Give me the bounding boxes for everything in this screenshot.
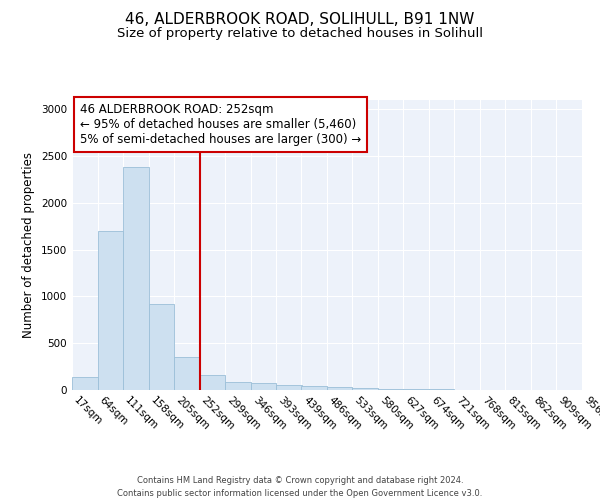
- Text: 46 ALDERBROOK ROAD: 252sqm
← 95% of detached houses are smaller (5,460)
5% of se: 46 ALDERBROOK ROAD: 252sqm ← 95% of deta…: [80, 103, 361, 146]
- Bar: [123, 168, 149, 390]
- Bar: [200, 375, 225, 390]
- Bar: [174, 358, 200, 390]
- Bar: [301, 386, 327, 390]
- Bar: [149, 304, 174, 390]
- Text: Size of property relative to detached houses in Solihull: Size of property relative to detached ho…: [117, 28, 483, 40]
- Text: Contains HM Land Registry data © Crown copyright and database right 2024.
Contai: Contains HM Land Registry data © Crown c…: [118, 476, 482, 498]
- Bar: [225, 382, 251, 390]
- Text: 46, ALDERBROOK ROAD, SOLIHULL, B91 1NW: 46, ALDERBROOK ROAD, SOLIHULL, B91 1NW: [125, 12, 475, 28]
- Bar: [352, 388, 378, 390]
- Bar: [378, 388, 403, 390]
- Bar: [403, 389, 429, 390]
- Bar: [251, 383, 276, 390]
- Y-axis label: Number of detached properties: Number of detached properties: [22, 152, 35, 338]
- Bar: [98, 231, 123, 390]
- Bar: [276, 385, 302, 390]
- Bar: [72, 377, 98, 390]
- Bar: [327, 387, 352, 390]
